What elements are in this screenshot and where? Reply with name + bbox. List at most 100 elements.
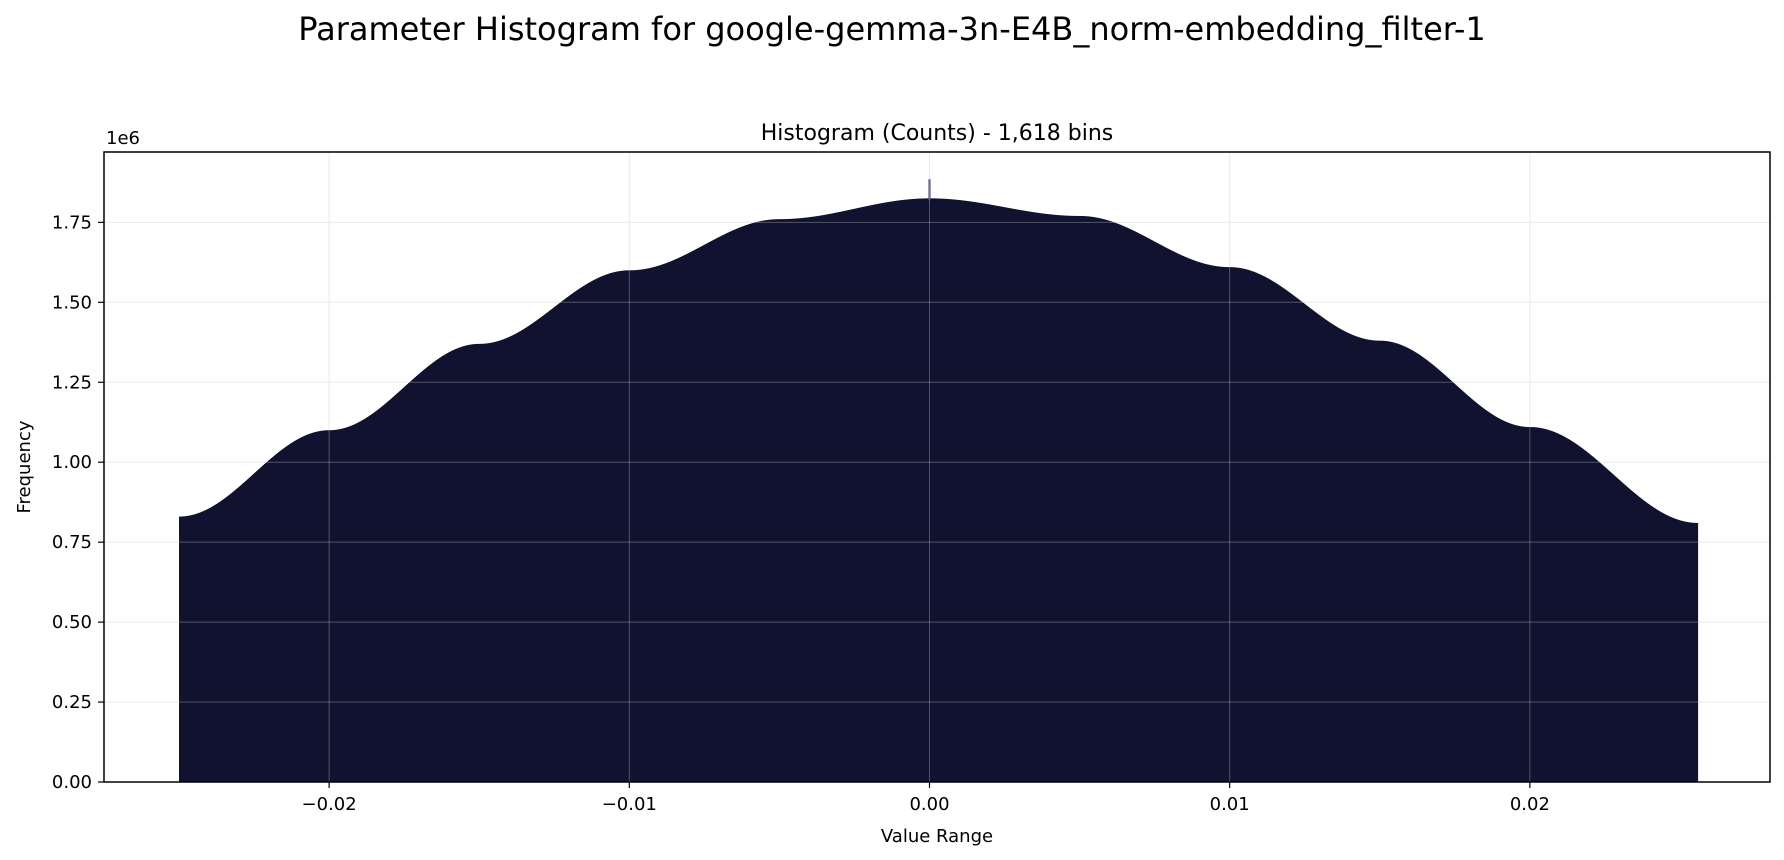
histogram-bar — [494, 342, 496, 782]
histogram-bar — [814, 216, 816, 783]
histogram-bar — [1234, 267, 1236, 782]
histogram-bar — [1299, 299, 1301, 782]
histogram-bar — [1339, 328, 1341, 782]
histogram-bar — [1307, 306, 1309, 782]
histogram-bar — [1680, 520, 1682, 782]
histogram-bar — [849, 209, 851, 783]
histogram-bar — [725, 233, 727, 782]
histogram-bar — [615, 271, 617, 782]
histogram-bar — [1124, 226, 1126, 782]
histogram-bar — [1295, 296, 1297, 782]
histogram-bar — [1235, 267, 1237, 782]
histogram-bar — [1304, 303, 1306, 782]
histogram-bar — [530, 324, 532, 782]
histogram-bar — [272, 457, 274, 782]
histogram-bar — [400, 390, 402, 782]
histogram-bar — [1139, 233, 1141, 782]
histogram-bar — [185, 516, 187, 782]
histogram-bar — [759, 221, 761, 783]
histogram-bar — [1587, 452, 1589, 782]
histogram-bar — [1512, 424, 1514, 782]
histogram-bar — [1228, 267, 1230, 782]
histogram-bar — [1248, 269, 1250, 782]
histogram-bar — [1038, 212, 1040, 783]
histogram-bar — [1090, 216, 1092, 782]
histogram-bar — [753, 222, 755, 782]
histogram-bar — [550, 309, 552, 782]
histogram-bar — [770, 219, 772, 782]
histogram-bar — [774, 219, 776, 783]
histogram-bar — [499, 340, 501, 782]
histogram-bar — [1543, 428, 1545, 782]
histogram-bar — [703, 245, 705, 782]
histogram-bar — [1039, 213, 1041, 783]
histogram-bar — [592, 280, 594, 782]
histogram-bar — [1413, 350, 1415, 782]
histogram-bar — [570, 294, 572, 782]
histogram-bar — [919, 198, 921, 782]
y-tick-label: 0.25 — [52, 692, 92, 713]
histogram-bar — [1507, 422, 1509, 782]
histogram-bar — [477, 343, 479, 782]
histogram-bar — [967, 201, 969, 782]
histogram-bar — [351, 425, 353, 782]
histogram-bar — [219, 501, 221, 782]
histogram-bar — [1145, 236, 1147, 783]
histogram-bar — [1550, 430, 1552, 782]
histogram-bar — [382, 405, 384, 782]
histogram-bar — [476, 343, 478, 782]
histogram-bar — [487, 343, 489, 782]
histogram-bar — [1467, 395, 1469, 782]
histogram-bar — [1098, 217, 1100, 782]
histogram-bar — [516, 333, 518, 782]
histogram-bar — [430, 364, 432, 782]
histogram-bar — [1499, 418, 1501, 782]
histogram-bar — [603, 275, 605, 782]
histogram-bar — [1594, 457, 1596, 782]
histogram-bar — [848, 210, 850, 782]
histogram-bar — [467, 345, 469, 782]
histogram-bar — [513, 334, 515, 782]
histogram-bar — [1390, 341, 1392, 782]
histogram-bar — [1184, 256, 1186, 782]
histogram-bar — [1523, 426, 1525, 782]
histogram-bar — [263, 464, 265, 782]
histogram-bar — [963, 200, 965, 782]
histogram-bar — [1375, 340, 1377, 782]
histogram-bar — [1510, 423, 1512, 782]
histogram-bar — [676, 258, 678, 782]
histogram-bar — [945, 198, 947, 783]
histogram-bar — [1284, 288, 1286, 782]
histogram-bar — [1332, 324, 1334, 782]
histogram-bar — [1503, 420, 1505, 782]
histogram-bar — [1373, 340, 1375, 782]
histogram-bar — [733, 230, 735, 782]
histogram-bar — [466, 345, 468, 782]
histogram-bar — [229, 494, 231, 782]
histogram-bar — [737, 228, 739, 782]
histogram-bar — [1455, 384, 1457, 782]
histogram-bar — [976, 202, 978, 783]
histogram-bar — [576, 290, 578, 782]
histogram-bar — [656, 266, 658, 783]
histogram-bar — [415, 376, 417, 782]
histogram-bar — [1532, 427, 1534, 782]
histogram-bar — [528, 325, 530, 782]
histogram-bar — [249, 477, 251, 782]
histogram-bar — [1552, 431, 1554, 782]
histogram-bar — [1060, 215, 1062, 782]
histogram-bar — [1629, 488, 1631, 782]
histogram-bar — [403, 387, 405, 782]
histogram-bar — [1027, 211, 1029, 782]
histogram-bar — [900, 200, 902, 782]
histogram-bar — [1491, 413, 1493, 782]
histogram-bar — [533, 322, 535, 782]
histogram-bar — [1340, 328, 1342, 782]
histogram-bar — [915, 198, 917, 782]
histogram-bar — [444, 354, 446, 782]
histogram-bar — [270, 458, 272, 782]
histogram-bar — [244, 481, 246, 782]
histogram-bar — [321, 430, 323, 782]
histogram-bar — [314, 432, 316, 782]
histogram-bar — [582, 286, 584, 782]
